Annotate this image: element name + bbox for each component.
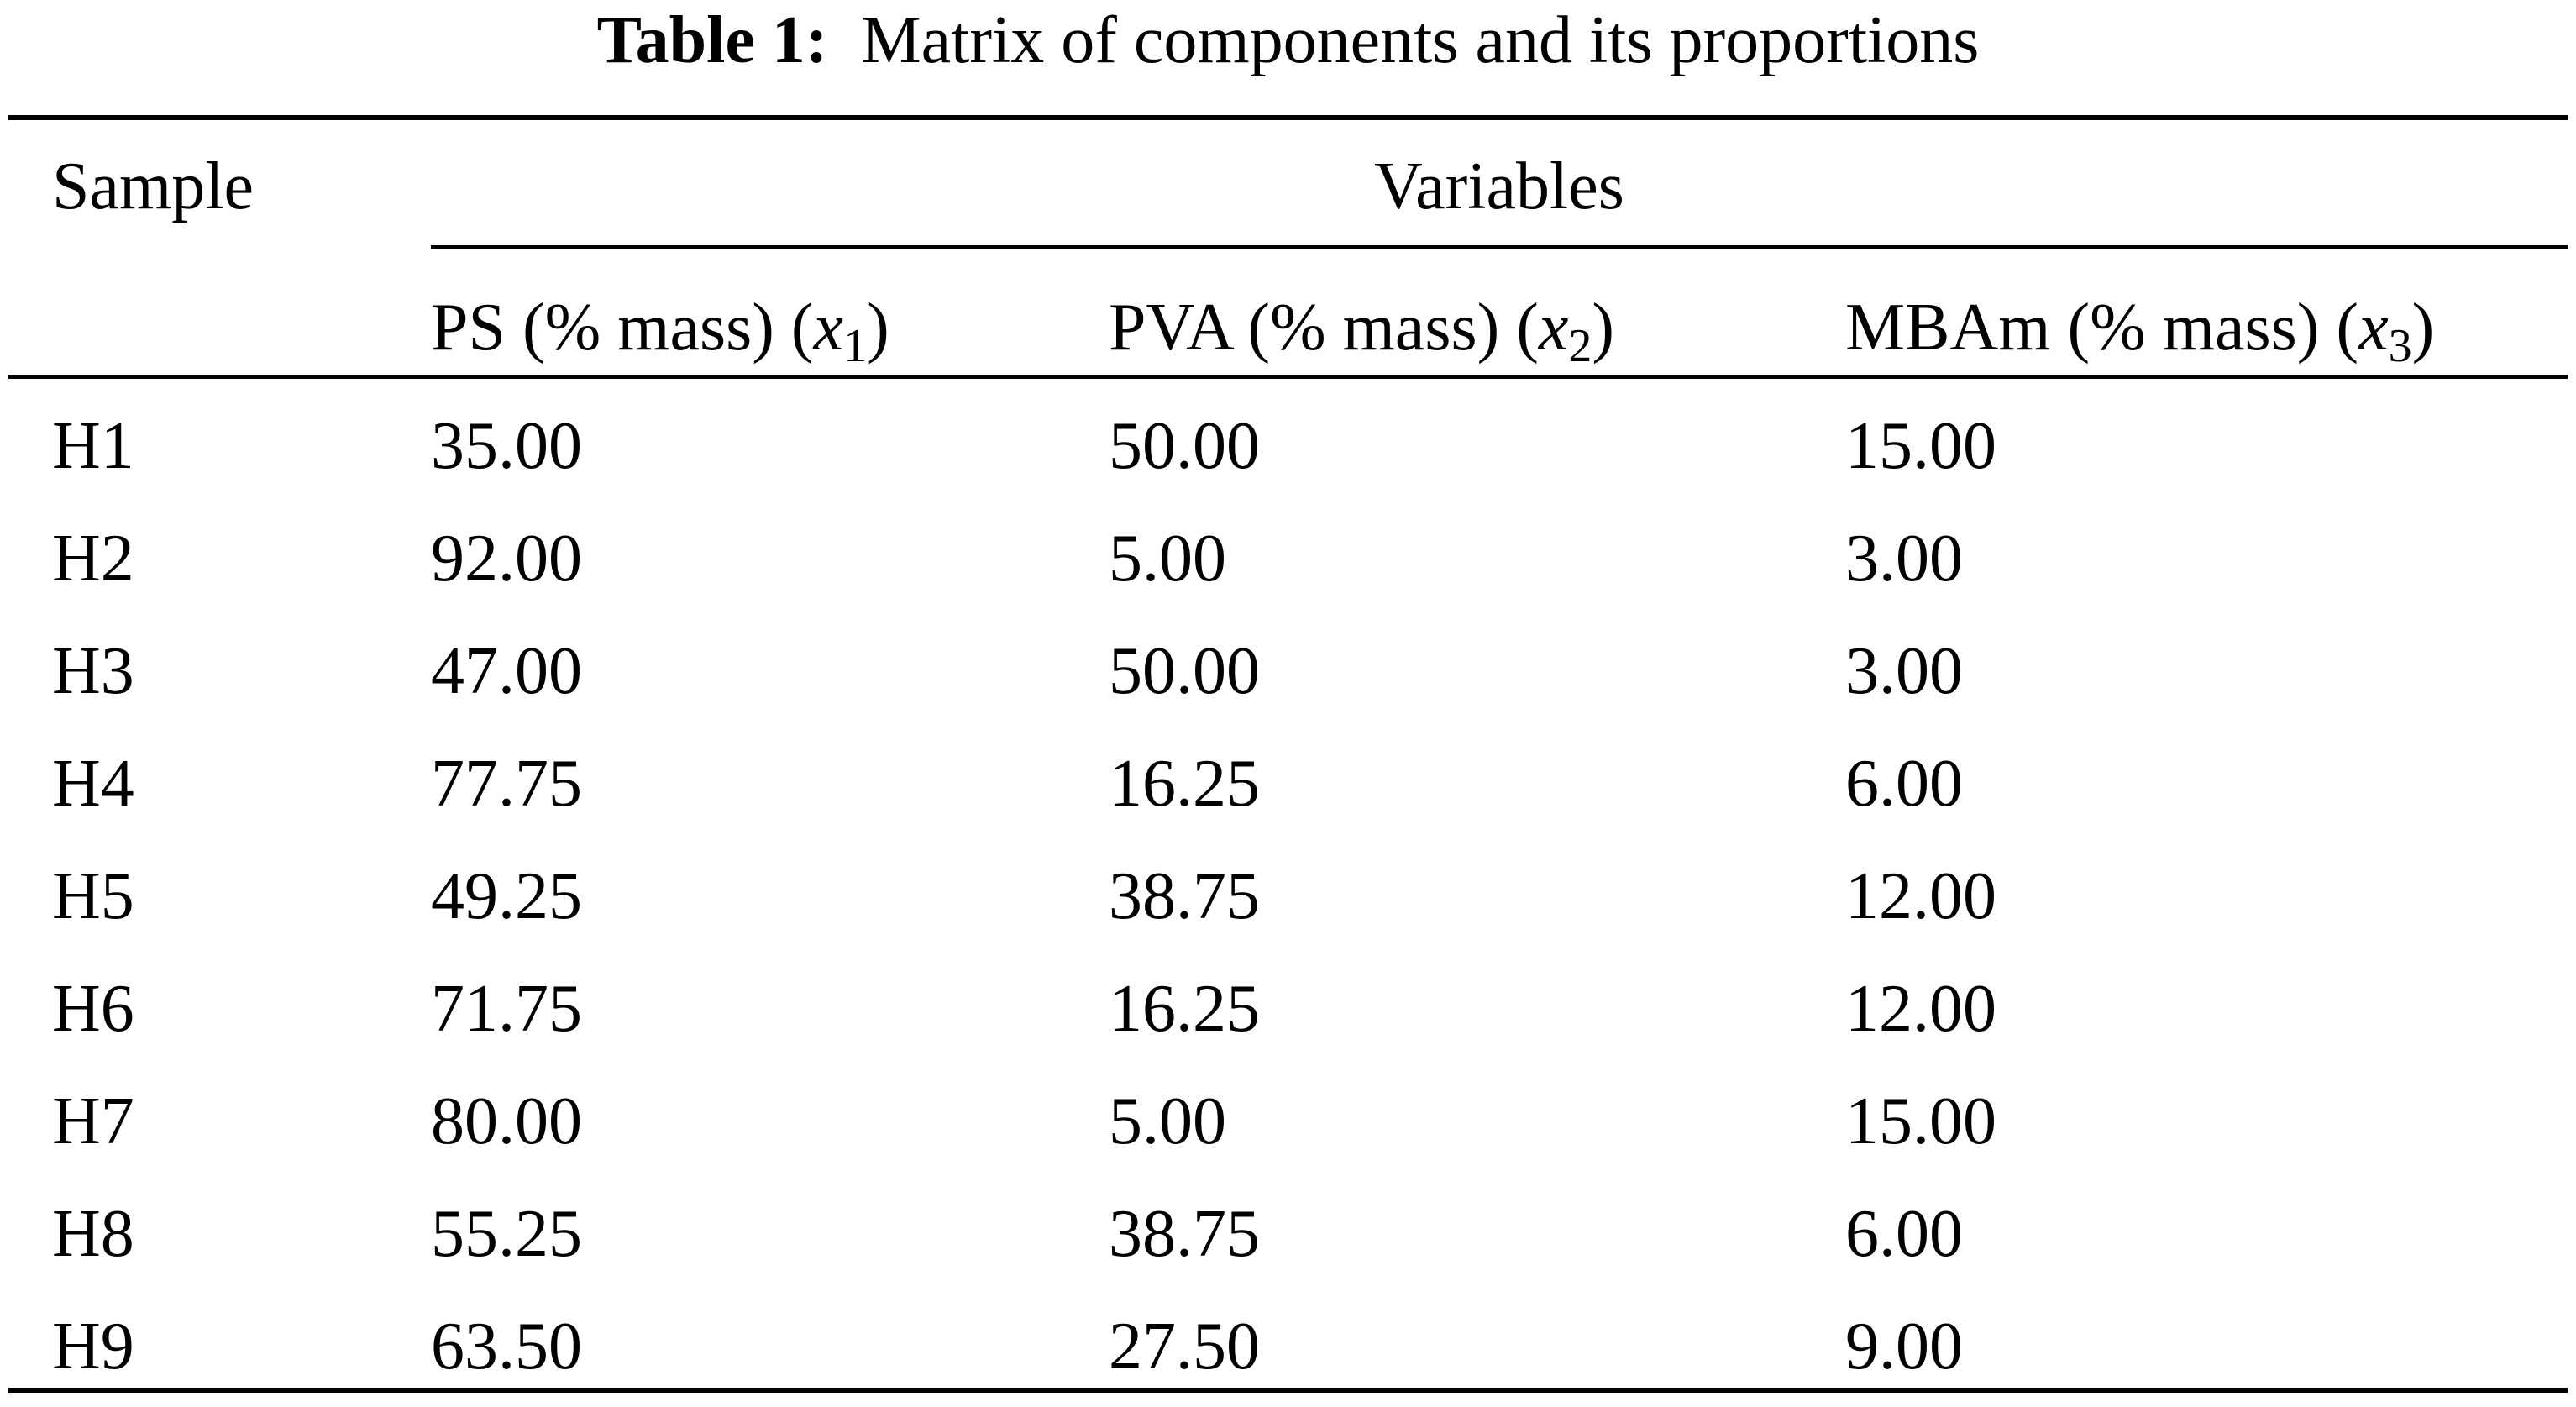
cell-ps: 92.00 (431, 522, 582, 596)
cell-pva: 5.00 (1109, 522, 1226, 596)
cell-sample: H2 (52, 522, 134, 596)
cell-mbam: 6.00 (1845, 747, 1963, 821)
cell-sample: H4 (52, 747, 134, 821)
header-col-ps-close: ) (867, 291, 889, 365)
header-col-mbam-close: ) (2411, 291, 2435, 365)
table-row: H1 35.00 50.00 15.00 (0, 394, 2576, 507)
cell-mbam: 3.00 (1845, 634, 1963, 708)
cell-mbam: 12.00 (1845, 859, 1996, 933)
table-row: H2 92.00 5.00 3.00 (0, 507, 2576, 619)
cell-ps: 35.00 (431, 409, 582, 483)
cell-ps: 71.75 (431, 972, 582, 1046)
table-row: H9 63.50 27.50 9.00 (0, 1294, 2576, 1407)
header-col-ps-sub: 1 (843, 320, 868, 372)
variables-rule (431, 245, 2568, 249)
table-row: H3 47.00 50.00 3.00 (0, 619, 2576, 732)
table-row: H4 77.75 16.25 6.00 (0, 732, 2576, 844)
header-col-mbam-sub: 3 (2388, 320, 2412, 372)
header-col-ps: PS (% mass) (x1) (431, 245, 889, 371)
table-row: H7 80.00 5.00 15.00 (0, 1069, 2576, 1182)
cell-ps: 47.00 (431, 634, 582, 708)
cell-sample: H8 (52, 1197, 134, 1271)
header-col-mbam-name: MBAm (% mass) ( (1845, 291, 2359, 365)
header-col-pva-var: x (1538, 291, 1569, 365)
header-col-pva-close: ) (1592, 291, 1615, 365)
cell-sample: H1 (52, 409, 134, 483)
cell-mbam: 6.00 (1845, 1197, 1963, 1271)
cell-ps: 80.00 (431, 1084, 582, 1158)
cell-mbam: 12.00 (1845, 972, 1996, 1046)
cell-ps: 63.50 (431, 1310, 582, 1383)
cell-pva: 38.75 (1109, 859, 1260, 933)
table-caption-label: Table 1: (596, 3, 828, 77)
cell-mbam: 15.00 (1845, 409, 1996, 483)
cell-ps: 77.75 (431, 747, 582, 821)
cell-pva: 16.25 (1109, 747, 1260, 821)
cell-pva: 5.00 (1109, 1084, 1226, 1158)
cell-mbam: 3.00 (1845, 522, 1963, 596)
header-variables: Variables (1374, 150, 1624, 223)
table-row: H6 71.75 16.25 12.00 (0, 957, 2576, 1069)
cell-pva: 38.75 (1109, 1197, 1260, 1271)
header-col-mbam-var: x (2358, 291, 2389, 365)
table-caption-text: Matrix of components and its proportions (861, 3, 1980, 77)
cell-sample: H9 (52, 1310, 134, 1383)
table-row: H5 49.25 38.75 12.00 (0, 844, 2576, 957)
header-col-mbam: MBAm (% mass) (x3) (1845, 245, 2434, 371)
cell-ps: 55.25 (431, 1197, 582, 1271)
cell-pva: 50.00 (1109, 634, 1260, 708)
header-col-ps-var: x (813, 291, 844, 365)
cell-sample: H7 (52, 1084, 134, 1158)
header-col-pva-name: PVA (% mass) ( (1109, 291, 1539, 365)
cell-mbam: 15.00 (1845, 1084, 1996, 1158)
cell-pva: 16.25 (1109, 972, 1260, 1046)
header-bottom-rule (8, 375, 2568, 379)
header-sample: Sample (52, 150, 254, 223)
cell-ps: 49.25 (431, 859, 582, 933)
cell-sample: H3 (52, 634, 134, 708)
header-col-pva: PVA (% mass) (x2) (1109, 245, 1614, 371)
table-row: H8 55.25 38.75 6.00 (0, 1182, 2576, 1294)
table-caption: Table 1: Matrix of components and its pr… (0, 0, 2576, 81)
header-col-ps-name: PS (% mass) ( (431, 291, 814, 365)
cell-sample: H6 (52, 972, 134, 1046)
cell-pva: 27.50 (1109, 1310, 1260, 1383)
table-bottom-rule (8, 1388, 2568, 1393)
cell-pva: 50.00 (1109, 409, 1260, 483)
cell-sample: H5 (52, 859, 134, 933)
header-col-pva-sub: 2 (1568, 320, 1592, 372)
table-top-rule (8, 115, 2568, 120)
cell-mbam: 9.00 (1845, 1310, 1963, 1383)
